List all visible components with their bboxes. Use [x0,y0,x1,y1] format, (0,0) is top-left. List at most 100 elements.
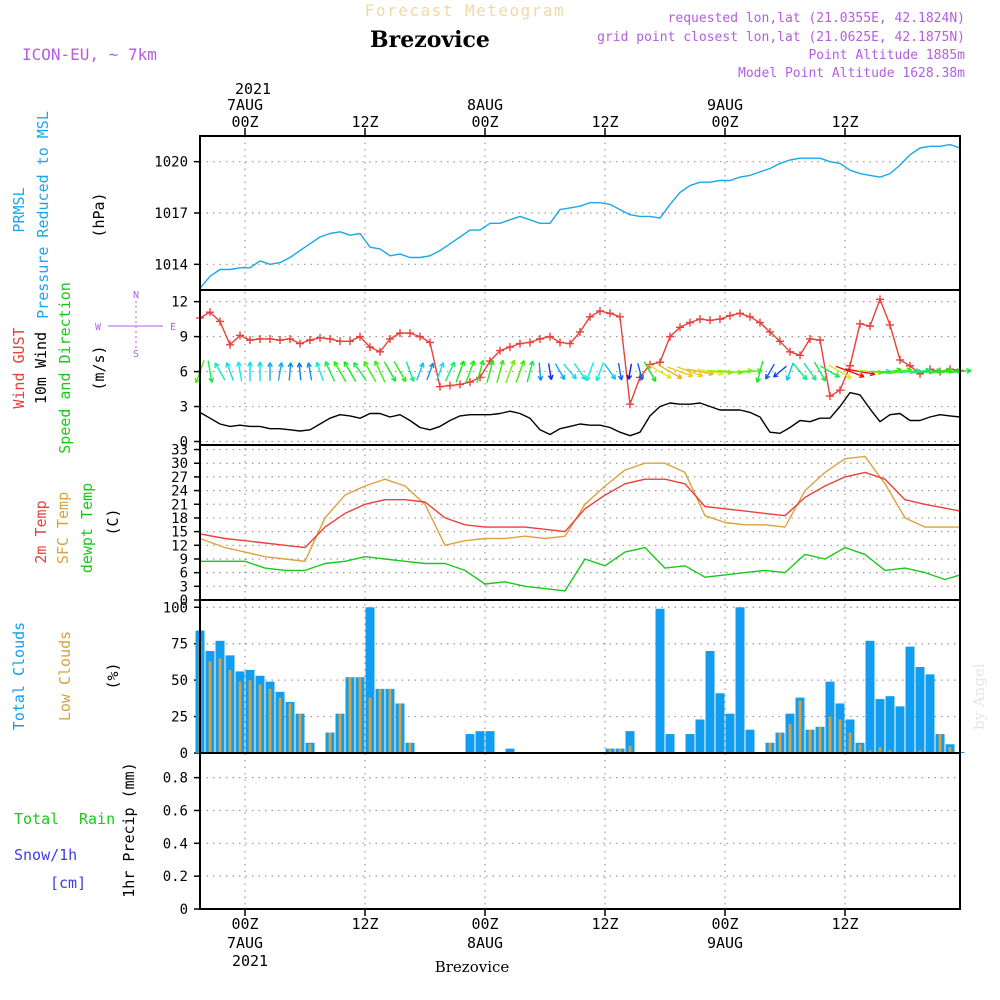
low-cloud-bar [798,700,802,753]
dewpoint-line [200,546,961,592]
wind-arrow [315,361,325,382]
top-hour-label: 12Z [591,113,618,131]
wind-arrow [604,363,617,380]
low-cloud-bar [338,713,342,753]
wind-arrow [324,361,336,382]
wind-arrow [333,360,347,382]
gust-point [836,386,844,395]
wind-speed-line [199,391,961,437]
gust-point [786,347,794,356]
wind-arrow [374,360,386,383]
gust-point [406,329,414,338]
wind-arrow [515,359,526,383]
wind-arrow [637,363,644,381]
wind-arrow [426,362,435,381]
wind-arrow [657,364,683,380]
low-cloud-bar [858,744,862,753]
gust-point [306,336,314,345]
wind-arrow [828,364,852,379]
low-cloud-bar [818,726,822,753]
bottom-day-label: 8AUG [467,934,503,952]
wind-arrow [626,363,633,380]
wind-compass: N S W E [95,290,176,360]
low-clouds-label: Low Clouds [56,631,74,721]
temp-y-tick-label: 15 [171,525,188,541]
top-hour-label: 12Z [831,113,858,131]
gust-point [556,338,564,347]
top-hour-label: 00Z [471,113,498,131]
total-cloud-bar [735,607,745,753]
pressure-y-tick-label: 1017 [154,206,188,222]
precip-y-tick-label: 0.2 [163,869,188,885]
wind-arrow [667,366,694,378]
gust-point [846,361,854,370]
gust-point [416,332,424,341]
pressure-label-prmsl: PRMSL [10,187,28,232]
gust-point [776,337,784,346]
wind-arrow [267,362,273,381]
clouds-y-tick-label: 50 [171,673,188,689]
pressure-unit: (hPa) [90,192,108,237]
gust-point [376,347,384,356]
gust-point [496,346,504,355]
bottom-hour-label: 12Z [351,915,378,933]
gust-point [366,343,374,352]
wind-arrow [257,361,263,382]
gust-point [706,316,714,325]
gust-point [236,331,244,340]
station-name: Brezovice [370,27,490,53]
gust-point [726,311,734,320]
gust-point [756,318,764,327]
total-cloud-bar [915,667,925,753]
gust-point [336,337,344,346]
wind-arrow [573,363,587,381]
low-cloud-bar [368,697,372,753]
low-cloud-bar [878,747,882,753]
wind-arrow [405,361,415,383]
gust-point [436,382,444,391]
wind-arrow [765,363,775,380]
low-cloud-bar [408,742,412,753]
low-cloud-bar [378,688,382,753]
bottom-year: 2021 [232,952,268,970]
temp-y-tick-label: 6 [180,566,188,582]
bottom-day-label: 9AUG [707,934,743,952]
gust-point [516,339,524,348]
temp-y-tick-label: 21 [171,497,188,513]
gust-point [816,336,824,345]
wind-y-tick-label: 0 [180,435,188,451]
wind-arrow [617,362,624,381]
low-cloud-bar [948,747,952,753]
wind-y-tick-label: 6 [180,365,188,381]
gust-point [356,332,364,341]
gust-point [226,340,234,349]
bottom-hour-label: 12Z [591,915,618,933]
wind-y-tick-label: 9 [180,330,188,346]
top-day-label: 9AUG [707,96,743,114]
gust-point [446,381,454,390]
compass-e: E [170,322,176,333]
gust-point [206,308,214,317]
low-cloud-bar [618,748,622,753]
gust-point [586,312,594,321]
low-cloud-bar [768,742,772,753]
wind-arrow [785,362,794,381]
compass-w: W [95,322,102,333]
wind-arrow [236,361,243,382]
total-cloud-bar [715,693,725,753]
compass-n: N [133,290,139,301]
wind-arrow [277,362,284,381]
gust-point [326,334,334,343]
wind-unit: (m/s) [90,345,108,390]
temp-sfc-label: SFC Temp [54,492,72,564]
wind-arrow [563,363,577,380]
wind-arrow [547,363,554,381]
low-cloud-bar [838,719,842,753]
wind-arrow [677,366,704,378]
watermark: by Angel [970,663,988,730]
gust-point [866,322,874,331]
bottom-hour-label: 00Z [711,915,738,933]
wind-dir-label: Speed and Direction [56,282,74,454]
gust-point [796,351,804,360]
top-day-label: 7AUG [227,96,263,114]
